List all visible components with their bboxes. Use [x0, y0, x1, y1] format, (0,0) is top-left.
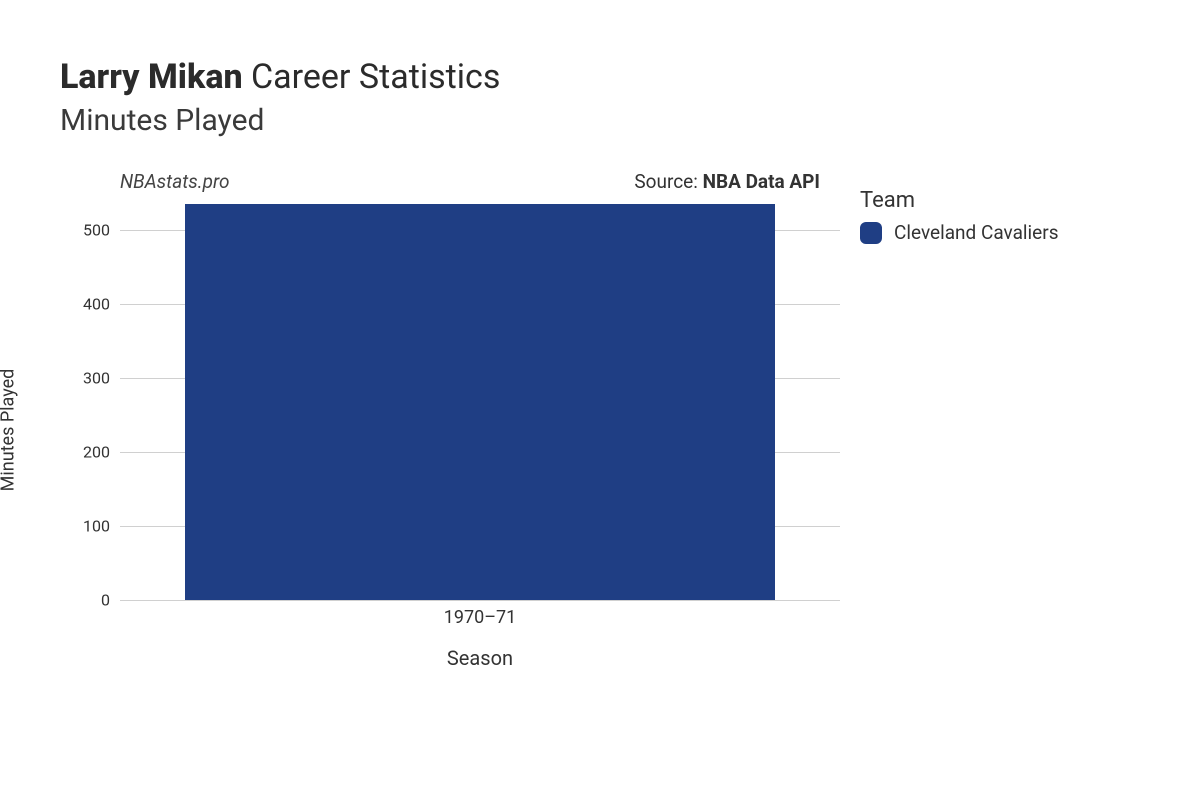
legend-swatch [860, 222, 882, 244]
y-axis-label: Minutes Played [0, 369, 19, 492]
title-suffix: Career Statistics [243, 57, 501, 97]
x-axis-label: Season [447, 646, 513, 670]
plot-area: Season 01002003004005001970–71 [120, 200, 840, 600]
chart-subtitle: Minutes Played [60, 103, 500, 138]
source-attribution: Source: NBA Data API [634, 170, 820, 193]
gridline [120, 600, 840, 601]
legend-item-label: Cleveland Cavaliers [894, 221, 1059, 244]
attribution-row: NBAstats.pro Source: NBA Data API [120, 170, 820, 193]
site-attribution: NBAstats.pro [120, 170, 230, 193]
chart-area: Minutes Played Season 010020030040050019… [60, 200, 840, 660]
y-tick-label: 0 [60, 591, 110, 610]
player-name: Larry Mikan [60, 57, 243, 97]
y-tick-label: 400 [60, 294, 110, 313]
chart-title: Larry Mikan Career Statistics [60, 56, 500, 99]
source-name: NBA Data API [703, 170, 820, 193]
bar [185, 204, 775, 600]
y-tick-label: 200 [60, 442, 110, 461]
legend-title: Team [860, 188, 1059, 213]
y-tick-label: 100 [60, 516, 110, 535]
y-tick-label: 300 [60, 368, 110, 387]
legend-item: Cleveland Cavaliers [860, 221, 1059, 244]
legend: Team Cleveland Cavaliers [860, 188, 1059, 244]
legend-items: Cleveland Cavaliers [860, 221, 1059, 244]
chart-container: Larry Mikan Career Statistics Minutes Pl… [0, 0, 1200, 800]
title-block: Larry Mikan Career Statistics Minutes Pl… [60, 56, 500, 138]
source-prefix: Source: [634, 170, 702, 193]
x-tick-label: 1970–71 [444, 607, 517, 628]
y-tick-label: 500 [60, 220, 110, 239]
